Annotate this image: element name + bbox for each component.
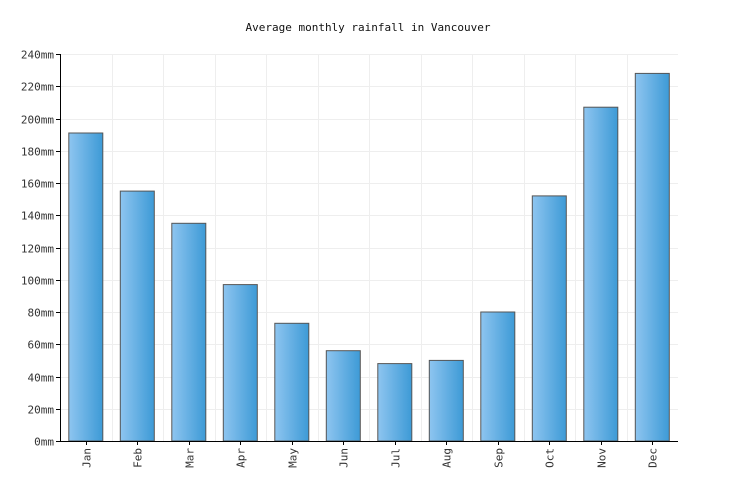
- x-tick-label: Feb: [132, 448, 145, 468]
- y-tick-label: 160mm: [21, 178, 54, 191]
- x-tick-label: Sep: [493, 448, 506, 468]
- axes: [56, 54, 678, 445]
- x-tick-label: May: [287, 448, 300, 468]
- x-tick-label: Oct: [544, 448, 557, 468]
- y-tick-label: 80mm: [28, 307, 55, 320]
- x-tick-label: Mar: [184, 448, 197, 468]
- x-tick-label: Dec: [647, 448, 660, 468]
- x-tick-label: Nov: [596, 448, 609, 468]
- chart-title: Average monthly rainfall in Vancouver: [245, 21, 490, 34]
- x-axis-tick-labels: Jan Feb Mar Apr May Jun Jul Aug Sep Oct Nov Dec: [81, 448, 660, 468]
- y-tick-label: 200mm: [21, 114, 54, 127]
- y-tick-label: 120mm: [21, 243, 54, 256]
- bar-feb: [119, 190, 155, 442]
- x-tick-label: Jul: [390, 448, 403, 468]
- bar-jun: [325, 350, 361, 442]
- y-tick-label: 60mm: [28, 339, 55, 352]
- bar-mar: [171, 222, 207, 442]
- x-tick-label: Jan: [81, 448, 94, 468]
- y-tick-label: 20mm: [28, 404, 55, 417]
- x-tick-label: Apr: [235, 448, 248, 468]
- y-tick-label: 100mm: [21, 275, 54, 288]
- bar-jul: [377, 363, 413, 442]
- x-tick-label: Jun: [338, 448, 351, 468]
- grid-lines: [60, 54, 678, 441]
- bar-apr: [222, 284, 258, 442]
- y-tick-label: 220mm: [21, 81, 54, 94]
- bar-dec: [634, 72, 670, 442]
- y-tick-label: 180mm: [21, 146, 54, 159]
- y-tick-label: 140mm: [21, 210, 54, 223]
- bar-oct: [531, 195, 567, 442]
- bar-jan: [68, 132, 104, 442]
- y-axis-tick-labels: 0mm 20mm 40mm 60mm 80mm 100mm 120mm 140mm 160mm 1…: [21, 49, 54, 449]
- bar-may: [274, 322, 310, 442]
- bar-aug: [428, 359, 464, 442]
- bars: [68, 72, 670, 442]
- y-tick-label: 240mm: [21, 49, 54, 62]
- x-tick-label: Aug: [441, 448, 454, 468]
- y-tick-label: 40mm: [28, 372, 55, 385]
- bar-sep: [480, 311, 516, 442]
- bar-nov: [583, 106, 619, 442]
- y-tick-label: 0mm: [34, 436, 54, 449]
